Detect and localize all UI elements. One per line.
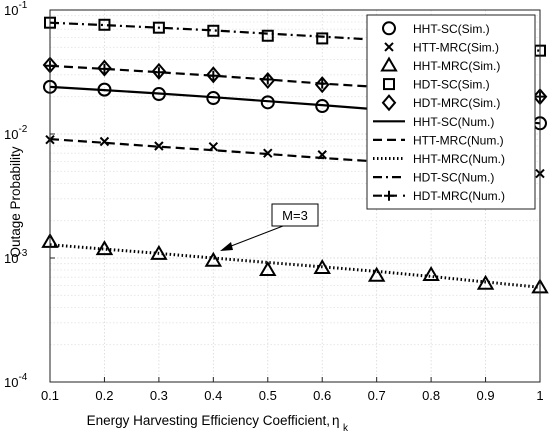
x-axis-subscript: k [343,423,349,434]
legend-marker [384,190,394,201]
x-tick-label: 0.7 [368,388,386,403]
data-point [152,21,165,34]
data-point [153,67,164,78]
legend-label: HHT-SC(Num.) [413,115,494,129]
tick-labels: 0.1 0.2 0.3 0.4 0.5 0.6 0.7 0.8 0.9 1 10-1 10-2 10-3… [4,0,544,403]
data-point [316,32,329,45]
legend-entry: HDT-SC(Num.) [373,171,494,185]
annotation: M=3 [220,203,319,251]
x-tick-label: 1 [536,388,543,403]
y-tick-label: 10-3 [4,248,28,266]
legend-entry: HTT-MRC(Num.) [373,133,504,147]
axes-frame [49,9,541,383]
legend-entry: HHT-SC(Num.) [373,115,494,129]
annotation-arrow-head [220,242,233,251]
legend-label: HDT-SC(Num.) [413,171,494,185]
annotation-text: M=3 [282,208,308,223]
legend: HHT-SC(Sim.) HTT-MRC(Sim.) HHT-MRC(Sim.) HD… [366,14,536,210]
legend-entry: HHT-MRC(Num.) [373,152,505,166]
x-axis-label: Energy Harvesting Efficiency Coefficient… [87,413,349,434]
legend-label: HDT-MRC(Num.) [413,189,505,203]
legend-label: HHT-SC(Sim.) [413,22,490,36]
x-tick-label: 0.6 [313,388,331,403]
axes [49,9,541,383]
data-point [422,265,440,281]
legend-label: HHT-MRC(Sim.) [413,59,500,73]
legend-entry: HTT-MRC(Sim.) [384,40,499,54]
data-point [151,62,167,80]
series-hdt-sc-num [49,21,541,52]
x-tick-label: 0.9 [477,388,495,403]
series-line [49,21,541,52]
legend-label: HTT-MRC(Num.) [413,133,504,147]
x-tick-label: 0.1 [41,388,59,403]
data-point [261,29,274,42]
data-point [317,78,328,89]
data-point [95,240,114,256]
data-point [97,59,112,77]
x-tick-label: 0.2 [95,388,113,403]
data-point [262,74,273,85]
legend-entry: HHT-MRC(Sim.) [380,56,500,73]
x-tick-label: 0.5 [259,388,277,403]
x-axis-title: Energy Harvesting Efficiency Coefficient… [87,413,330,428]
legend-label: HDT-SC(Sim.) [413,78,490,92]
data-point [99,136,110,147]
legend-marker [384,42,394,52]
data-point [206,66,221,84]
y-tick-label: 10-2 [4,124,28,142]
y-tick-label: 10-4 [4,372,28,390]
data-point [208,70,219,81]
legend-entry: HDT-SC(Sim.) [383,78,490,92]
x-tick-label: 0.4 [204,388,222,403]
data-point [367,266,386,282]
legend-marker [382,21,396,36]
legend-entry: HDT-MRC(Sim.) [381,94,500,112]
grid [50,10,540,382]
y-axis-title: Outage Probability [8,146,23,257]
legend-label: HDT-MRC(Sim.) [413,96,500,110]
legend-entry: HDT-MRC(Num.) [373,189,505,203]
data-point [99,63,110,74]
legend-label: HHT-MRC(Num.) [413,152,505,166]
data-point [154,141,164,151]
legend-label: HTT-MRC(Sim.) [413,40,499,54]
annotation-box [271,203,319,227]
data-point [259,261,277,277]
legend-marker [381,94,397,112]
legend-entry: HHT-SC(Sim.) [382,21,490,36]
y-tick-label: 10-1 [4,0,28,18]
data-point [204,251,223,267]
x-axis-symbol: η [332,413,340,428]
legend-marker [383,78,395,91]
x-tick-label: 0.8 [422,388,440,403]
x-tick-label: 0.3 [150,388,168,403]
legend-marker [380,56,398,72]
annotation-arrow-line [225,225,284,249]
